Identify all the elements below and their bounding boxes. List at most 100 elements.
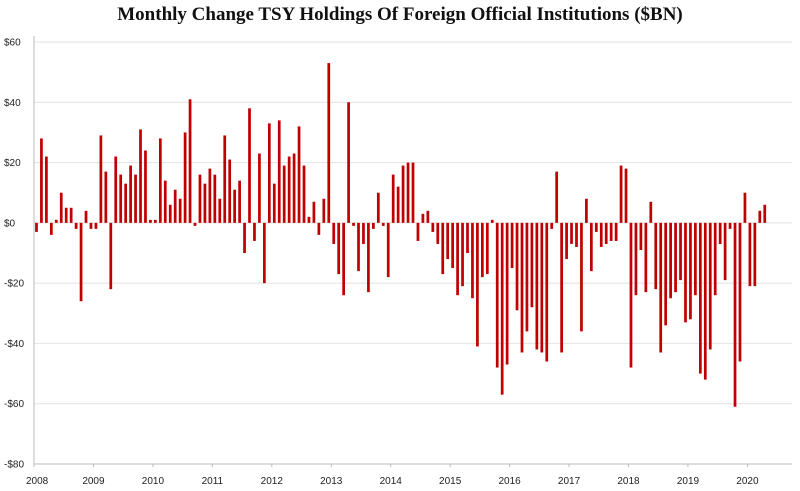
bar	[59, 192, 63, 223]
bar	[520, 222, 524, 353]
bar	[381, 222, 385, 226]
y-tick-label: $60	[4, 38, 21, 49]
bar	[243, 222, 246, 253]
bar	[555, 171, 559, 223]
bar	[367, 222, 370, 293]
bar	[604, 222, 608, 244]
bar	[144, 150, 147, 223]
bar	[99, 135, 103, 223]
y-tick-labels: $60 $40 $20 $0 -$20 -$40 -$60 -$80	[4, 38, 24, 471]
bar	[312, 201, 316, 223]
bar	[451, 222, 454, 269]
y-tick-label: $0	[4, 218, 16, 229]
bar	[327, 63, 331, 223]
bar	[585, 198, 588, 223]
gridlines	[34, 41, 792, 465]
bar	[188, 99, 192, 223]
bar	[163, 180, 167, 223]
bar	[515, 222, 519, 311]
bar	[664, 222, 668, 326]
bar	[322, 198, 326, 223]
bar	[476, 222, 479, 347]
bar	[490, 219, 494, 223]
bar	[277, 120, 281, 223]
y-tick-label: -$20	[4, 279, 24, 290]
bar	[203, 183, 207, 223]
bar	[154, 219, 157, 223]
bar	[560, 222, 563, 353]
bar	[272, 183, 276, 223]
bar	[694, 222, 697, 296]
bar	[149, 219, 152, 223]
bar	[292, 153, 296, 223]
x-tick-label: 2015	[439, 476, 462, 487]
bar	[525, 222, 529, 332]
bar	[594, 222, 598, 232]
bar	[372, 222, 375, 229]
bar	[168, 204, 172, 223]
bar	[357, 222, 360, 272]
bar	[79, 222, 83, 302]
y-tick-label: $20	[4, 158, 21, 169]
bar	[193, 222, 197, 226]
bar	[411, 162, 415, 223]
bar	[461, 222, 464, 287]
bar	[223, 135, 227, 223]
bar-series	[35, 63, 767, 407]
bar	[421, 213, 425, 223]
bar	[614, 222, 618, 241]
bar	[347, 102, 350, 223]
bar	[416, 222, 420, 241]
bar	[129, 165, 132, 223]
x-tick-label: 2018	[617, 476, 640, 487]
bar	[708, 222, 712, 350]
x-tick-label: 2013	[320, 476, 343, 487]
bar	[471, 222, 474, 299]
x-tick-label: 2014	[380, 476, 403, 487]
bar	[332, 222, 336, 244]
bar	[654, 222, 658, 290]
bar	[431, 222, 435, 232]
y-tick-label: -$60	[4, 399, 24, 410]
bar	[213, 174, 217, 223]
x-tick-labels: 2008 2009 2010 2011 2012 2013 2014 2015 2016 2017…	[26, 464, 759, 487]
bar	[659, 222, 663, 353]
bar	[253, 222, 256, 241]
bar	[456, 222, 459, 296]
bar	[446, 222, 450, 260]
bar	[495, 222, 499, 368]
bar	[228, 159, 232, 223]
x-tick-label: 2020	[736, 476, 759, 487]
bar	[362, 222, 365, 244]
bar	[64, 207, 68, 223]
x-tick-label: 2017	[558, 476, 581, 487]
bar	[238, 180, 241, 223]
bar	[565, 222, 568, 260]
bar	[535, 222, 539, 350]
bar	[352, 222, 355, 226]
bar	[634, 222, 638, 296]
bar	[713, 222, 717, 296]
bar	[540, 222, 544, 353]
bar	[297, 126, 301, 223]
bar	[575, 222, 578, 247]
bar	[218, 198, 222, 223]
x-tick-label: 2010	[142, 476, 165, 487]
bar	[629, 222, 633, 368]
axes	[33, 36, 792, 465]
bar	[426, 210, 430, 223]
bar	[45, 156, 48, 223]
bar	[624, 168, 628, 223]
bar	[84, 210, 88, 223]
bar	[104, 171, 108, 223]
bar	[698, 222, 702, 374]
bar	[233, 189, 237, 223]
bar	[109, 222, 113, 290]
bar	[510, 222, 514, 269]
bar	[619, 165, 623, 223]
bar	[89, 222, 93, 229]
bar	[436, 222, 440, 244]
bar	[550, 222, 554, 229]
bar	[480, 222, 484, 278]
